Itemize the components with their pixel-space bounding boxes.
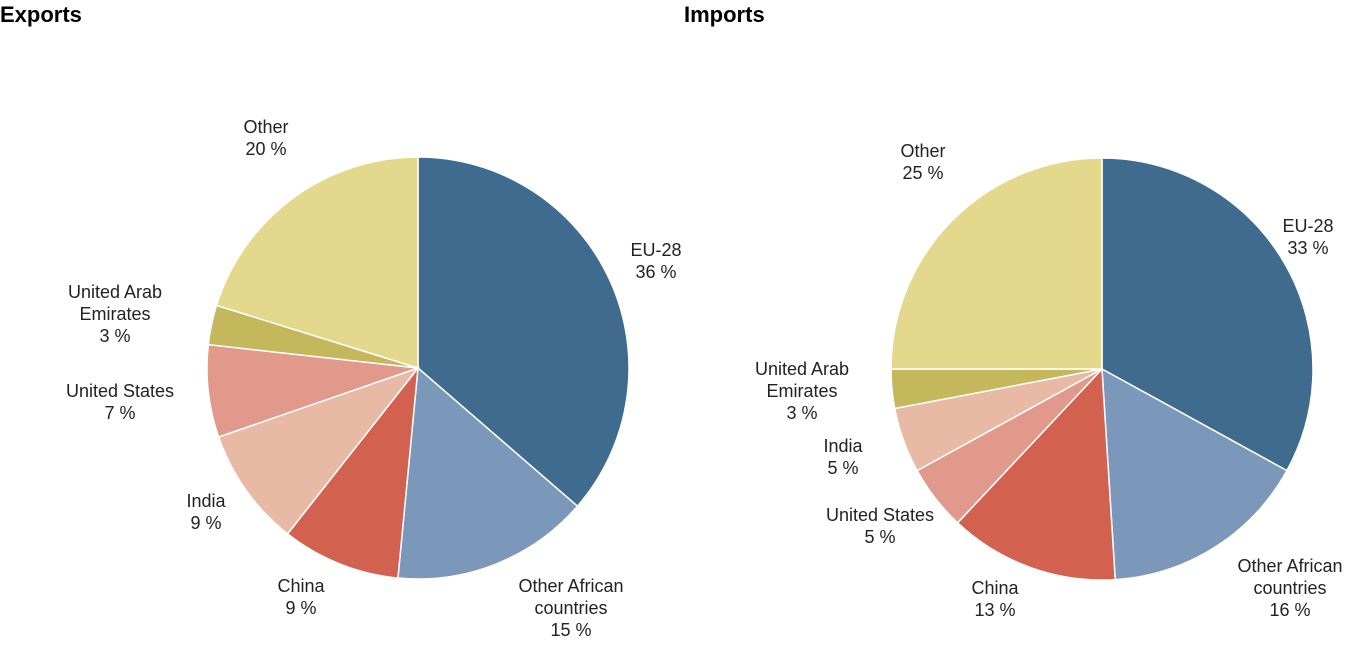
imports-slice-other-african-countries (1101, 367, 1288, 581)
exports-label-china: China 9 % (277, 576, 325, 618)
exports-label-eu-28: EU-28 36 % (630, 240, 681, 282)
imports-slice-china (956, 367, 1117, 581)
imports-chart-title: Imports (684, 2, 765, 27)
imports-label-other-african-countries: Other African countries 16 % (1237, 556, 1342, 620)
imports-label-other: Other 25 % (900, 141, 945, 183)
exports-label-united-states: United States 7 % (66, 381, 174, 423)
exports-slice-other (215, 156, 419, 370)
exports-slice-other-african-countries (397, 366, 579, 580)
exports-label-united-arab-emirates: United Arab Emirates 3 % (68, 282, 162, 346)
imports-slice-other (890, 157, 1103, 370)
exports-label-other-african-countries: Other African countries 15 % (518, 576, 623, 640)
imports-slice-eu-28 (1101, 157, 1314, 472)
exports-slice-india (217, 366, 421, 535)
imports-label-china: China 13 % (971, 578, 1019, 620)
imports-label-eu-28: EU-28 33 % (1282, 216, 1333, 258)
imports-label-united-states: United States 5 % (826, 505, 934, 547)
exports-slice-eu-28 (417, 156, 630, 508)
imports-label-india: India 5 % (823, 436, 863, 478)
imports-label-united-arab-emirates: United Arab Emirates 3 % (755, 359, 849, 423)
exports-label-india: India 9 % (186, 491, 226, 533)
exports-chart-title: Exports (0, 2, 82, 27)
exports-pie: EU-28 36 % Other African countries 15 % China… (66, 117, 682, 640)
exports-slice-china (286, 365, 419, 579)
imports-pie: EU-28 33 % Other African countries 16 % China… (755, 141, 1343, 620)
exports-label-other: Other 20 % (243, 117, 288, 159)
